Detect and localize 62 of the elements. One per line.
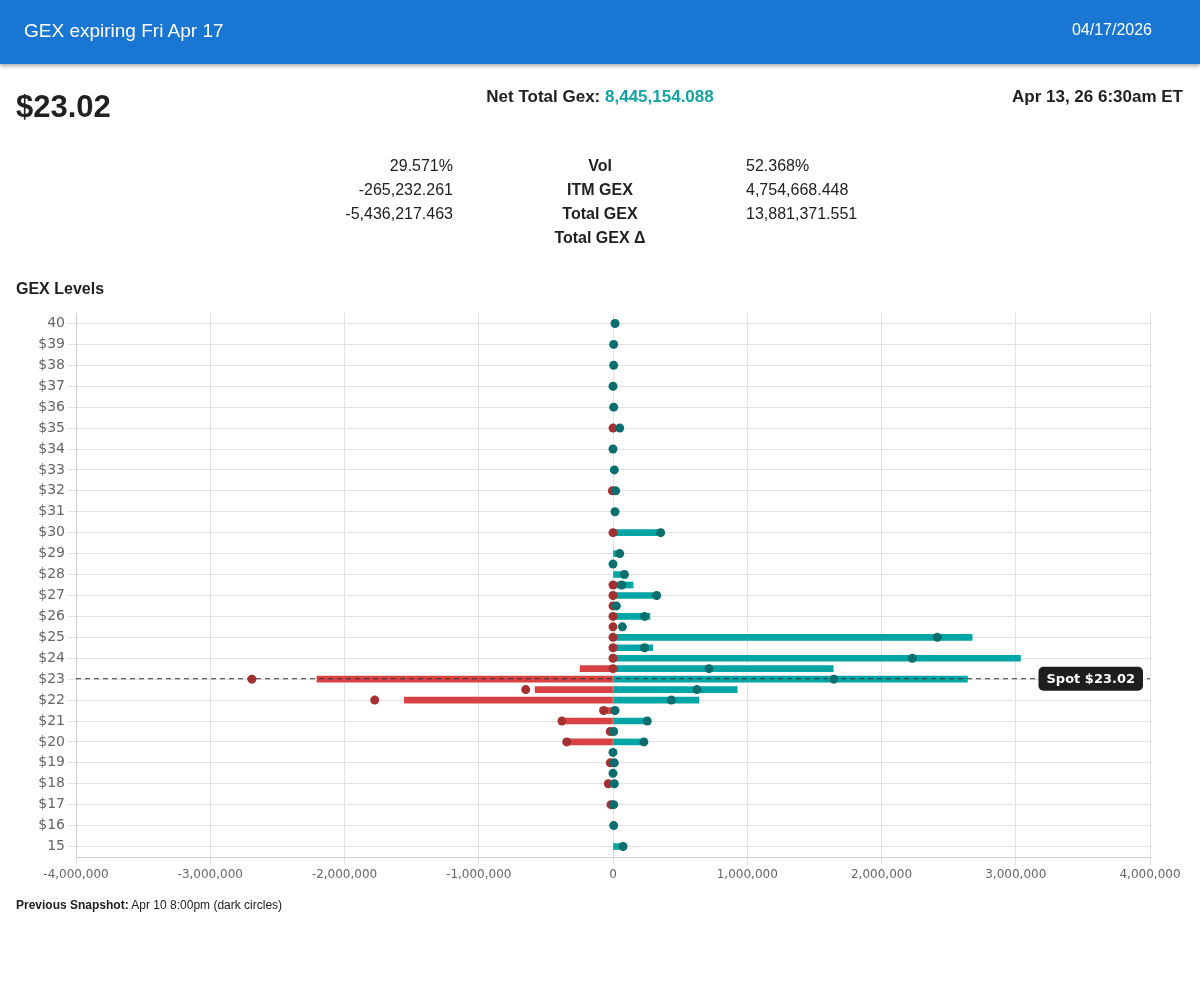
text: Apr 13, 26 6:30am ET bbox=[1011, 87, 1183, 107]
text: ITM GEX bbox=[567, 181, 633, 200]
x-tick-label: 0 bbox=[609, 867, 617, 882]
bar bbox=[613, 633, 973, 641]
text: 13,881,371.551 bbox=[746, 205, 858, 224]
y-tick-label: $35 bbox=[38, 418, 65, 435]
bar bbox=[565, 717, 613, 725]
y-tick-label: $20 bbox=[38, 732, 65, 749]
x-tick-label: -4,000,000 bbox=[43, 867, 109, 882]
x-tick-label: -3,000,000 bbox=[177, 867, 243, 882]
text: Total GEX bbox=[562, 205, 638, 224]
y-tick-label: $18 bbox=[38, 774, 65, 791]
y-tick-label: $16 bbox=[38, 816, 66, 833]
bar bbox=[613, 654, 1021, 662]
text: Net Total Gex: bbox=[486, 87, 601, 106]
y-tick-label: $30 bbox=[38, 523, 65, 540]
y-tick-label: $17 bbox=[38, 795, 65, 812]
bar bbox=[403, 696, 613, 704]
x-tick-label: -2,000,000 bbox=[311, 867, 378, 882]
y-tick-label: $37 bbox=[38, 376, 65, 393]
y-tick-label: $28 bbox=[38, 565, 65, 582]
y-tick-label: $29 bbox=[38, 544, 65, 561]
y-tick-label: $21 bbox=[38, 711, 65, 728]
text: -5,436,217.463 bbox=[345, 205, 453, 224]
y-tick-label: $32 bbox=[38, 481, 65, 498]
y-tick-label: $24 bbox=[38, 648, 66, 665]
text: 29.571% bbox=[389, 157, 453, 176]
text: Apr 10 8:00pm (dark circles) bbox=[131, 898, 283, 912]
x-tick-label: 3,000,000 bbox=[985, 867, 1047, 882]
chart-title: GEX expiring Fri Apr 17 bbox=[24, 20, 224, 42]
y-tick-label: 40 bbox=[47, 314, 65, 331]
ref-line-label: Spot $23.02 bbox=[1046, 670, 1136, 686]
x-tick-label: 1,000,000 bbox=[716, 867, 778, 882]
x-tick-label: 2,000,000 bbox=[850, 867, 913, 882]
y-tick-label: $23 bbox=[38, 669, 65, 686]
y-tick-label: $25 bbox=[38, 627, 65, 644]
bar bbox=[613, 665, 834, 673]
y-tick-label: $33 bbox=[38, 460, 65, 477]
text: Vol bbox=[588, 157, 612, 176]
y-tick-label: $36 bbox=[38, 397, 66, 414]
y-tick-label: $39 bbox=[38, 335, 65, 352]
y-tick-label: $22 bbox=[38, 690, 65, 707]
y-tick-label: $19 bbox=[38, 753, 65, 770]
text: 52.368% bbox=[746, 157, 810, 176]
bar bbox=[534, 686, 613, 693]
bar bbox=[613, 686, 738, 693]
text: -265,232.261 bbox=[358, 181, 453, 200]
text: 04/17/2026 bbox=[1071, 21, 1152, 40]
text: 4,754,668.448 bbox=[746, 181, 849, 200]
y-tick-label: $27 bbox=[38, 586, 65, 603]
chart-subtitle: GEX Levels bbox=[16, 280, 105, 298]
text: Previous Snapshot: bbox=[16, 898, 129, 912]
text: 8,445,154.088 bbox=[605, 87, 714, 106]
x-tick-label: -1,000,000 bbox=[446, 867, 512, 882]
y-tick-label: $31 bbox=[38, 502, 65, 519]
y-tick-label: $26 bbox=[38, 607, 66, 624]
y-tick-label: $34 bbox=[38, 439, 66, 456]
text: Total GEX Δ bbox=[554, 229, 646, 248]
x-tick-label: 4,000,000 bbox=[1119, 867, 1181, 882]
y-tick-label: $38 bbox=[38, 355, 65, 372]
y-tick-label: 15 bbox=[47, 837, 65, 854]
text: $23.02 bbox=[16, 89, 111, 125]
